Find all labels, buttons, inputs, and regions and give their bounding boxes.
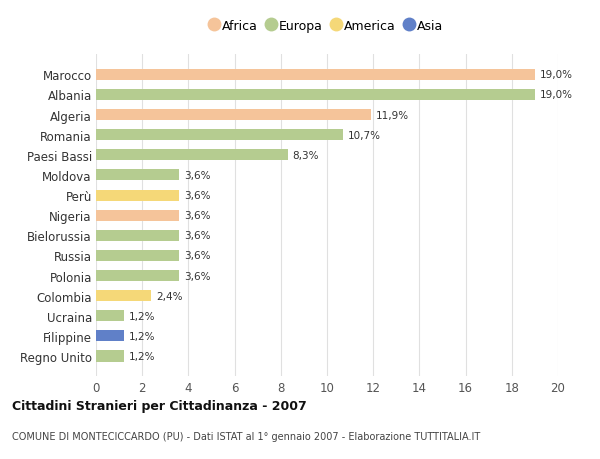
Bar bbox=[96, 110, 371, 121]
Bar bbox=[96, 250, 179, 262]
Text: 3,6%: 3,6% bbox=[184, 211, 210, 221]
Bar bbox=[96, 270, 179, 281]
Text: 3,6%: 3,6% bbox=[184, 231, 210, 241]
Bar bbox=[96, 150, 288, 161]
Legend: Africa, Europa, America, Asia: Africa, Europa, America, Asia bbox=[211, 20, 443, 33]
Text: 1,2%: 1,2% bbox=[128, 351, 155, 361]
Bar bbox=[96, 210, 179, 221]
Text: 11,9%: 11,9% bbox=[376, 110, 409, 120]
Bar bbox=[96, 130, 343, 141]
Bar bbox=[96, 311, 124, 322]
Bar bbox=[96, 330, 124, 341]
Text: 10,7%: 10,7% bbox=[348, 130, 381, 140]
Bar bbox=[96, 70, 535, 81]
Text: 3,6%: 3,6% bbox=[184, 251, 210, 261]
Text: 3,6%: 3,6% bbox=[184, 171, 210, 180]
Text: Cittadini Stranieri per Cittadinanza - 2007: Cittadini Stranieri per Cittadinanza - 2… bbox=[12, 399, 307, 412]
Text: 3,6%: 3,6% bbox=[184, 190, 210, 201]
Text: 3,6%: 3,6% bbox=[184, 271, 210, 281]
Text: 1,2%: 1,2% bbox=[128, 331, 155, 341]
Text: 19,0%: 19,0% bbox=[539, 70, 572, 80]
Bar bbox=[96, 190, 179, 201]
Bar bbox=[96, 291, 151, 302]
Text: 1,2%: 1,2% bbox=[128, 311, 155, 321]
Bar bbox=[96, 351, 124, 362]
Bar bbox=[96, 230, 179, 241]
Text: 2,4%: 2,4% bbox=[156, 291, 182, 301]
Text: COMUNE DI MONTECICCARDO (PU) - Dati ISTAT al 1° gennaio 2007 - Elaborazione TUTT: COMUNE DI MONTECICCARDO (PU) - Dati ISTA… bbox=[12, 431, 480, 442]
Text: 8,3%: 8,3% bbox=[292, 151, 319, 161]
Bar bbox=[96, 90, 535, 101]
Bar bbox=[96, 170, 179, 181]
Text: 19,0%: 19,0% bbox=[539, 90, 572, 100]
